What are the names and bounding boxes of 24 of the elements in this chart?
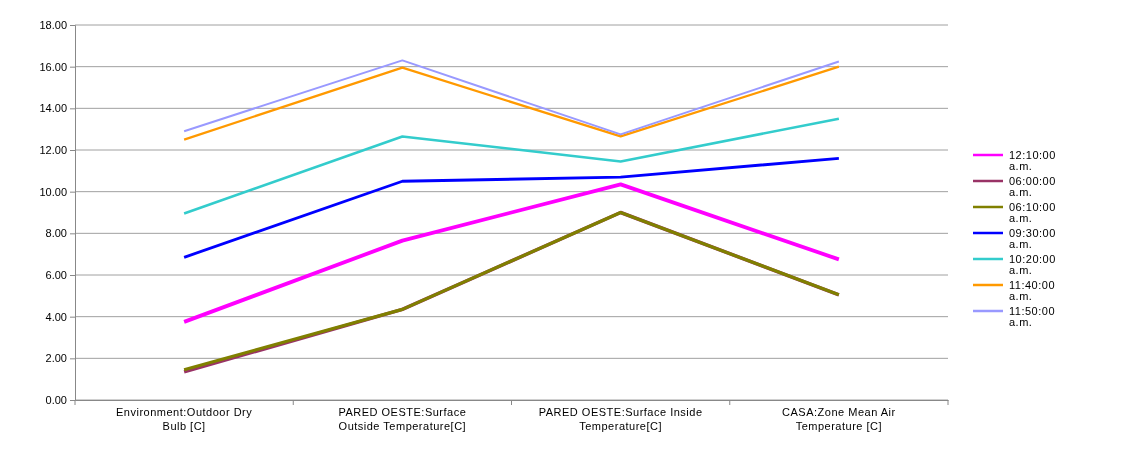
legend-label: 06:00:00 a.m. bbox=[1009, 175, 1056, 198]
line-series bbox=[182, 182, 841, 324]
y-tick-label: 2.00 bbox=[45, 352, 67, 365]
line-series bbox=[182, 117, 841, 215]
y-tick-label: 0.00 bbox=[45, 394, 67, 407]
x-tick-label: CASA:Zone Mean Air Temperature [C] bbox=[782, 406, 896, 432]
y-tick-label: 8.00 bbox=[45, 227, 67, 240]
y-tick-label: 14.00 bbox=[39, 102, 67, 115]
y-tick-label: 6.00 bbox=[45, 269, 67, 282]
y-tick-label: 10.00 bbox=[39, 185, 67, 198]
y-tick-label: 16.00 bbox=[39, 60, 67, 73]
legend-label: 12:10:00 a.m. bbox=[1009, 149, 1056, 172]
x-tick-label: PARED OESTE:Surface Outside Temperature[C] bbox=[338, 406, 467, 432]
x-tick-label: PARED OESTE:Surface Inside Temperature[C] bbox=[538, 406, 703, 432]
legend-label: 11:40:00 a.m. bbox=[1009, 279, 1056, 302]
y-tick-label: 18.00 bbox=[39, 19, 67, 32]
y-tick-label: 12.00 bbox=[39, 144, 67, 157]
legend-label: 09:30:00 a.m. bbox=[1009, 227, 1056, 250]
y-tick-label: 4.00 bbox=[45, 310, 67, 323]
legend-label: 10:20:00 a.m. bbox=[1009, 253, 1056, 276]
x-tick-label: Environment:Outdoor Dry Bulb [C] bbox=[116, 406, 253, 432]
legend-label: 06:10:00 a.m. bbox=[1009, 201, 1056, 224]
legend-label: 11:50:00 a.m. bbox=[1009, 305, 1056, 328]
line-series bbox=[182, 156, 841, 259]
